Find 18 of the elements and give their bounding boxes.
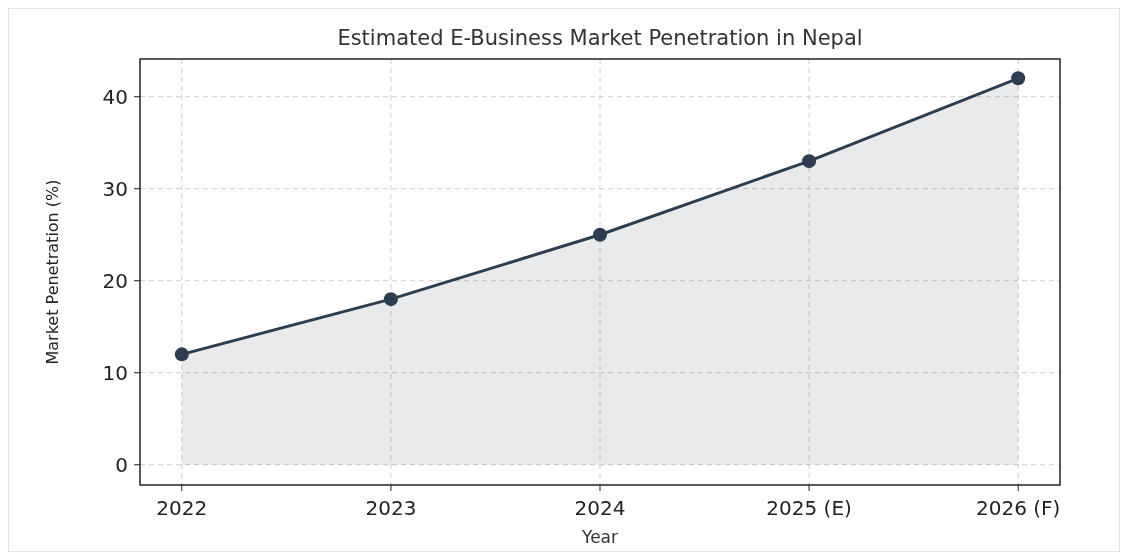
x-axis-title: Year [581, 527, 618, 547]
point [383, 292, 398, 307]
y-tick-label: 20 [102, 268, 128, 293]
x-tick-label: 2023 [365, 496, 417, 520]
x-tick-label: 2024 [574, 496, 626, 520]
x-tick-label: 2026 (F) [975, 496, 1061, 520]
x-tick-label: 2025 (E) [766, 496, 852, 520]
point [802, 154, 817, 169]
y-tick-label: 10 [102, 360, 128, 385]
point [593, 227, 607, 242]
point [1011, 71, 1026, 86]
y-tick-label: 40 [102, 84, 128, 109]
y-tick-label: 0 [115, 452, 128, 477]
y-axis-title: Market Penetration (%) [43, 179, 62, 365]
point [174, 347, 189, 362]
x-tick-label: 2022 [156, 496, 208, 520]
chart-title: Estimated E-Business Market Penetration in Nepal [337, 26, 863, 50]
y-tick-label: 30 [102, 176, 128, 201]
